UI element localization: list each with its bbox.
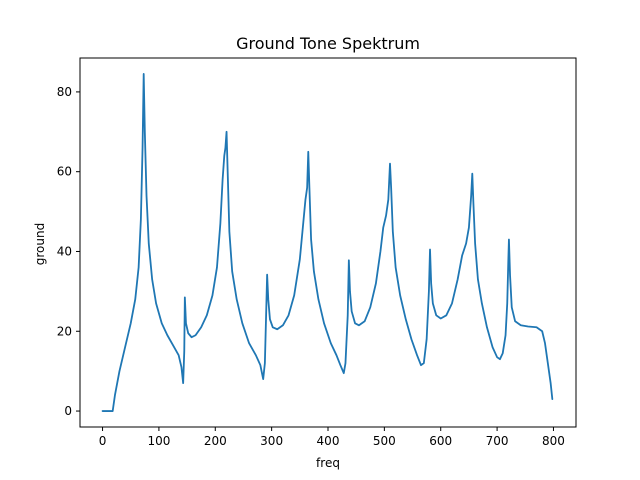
x-tick-label: 500: [373, 434, 396, 448]
x-axis-label: freq: [316, 456, 340, 470]
x-tick-label: 600: [429, 434, 452, 448]
y-tick-label: 20: [57, 324, 72, 338]
y-axis-label: ground: [33, 223, 47, 265]
x-axis-ticks: 0 100 200 300 400 500 600 700 800: [99, 427, 565, 448]
x-tick-label: 0: [99, 434, 107, 448]
x-tick-label: 700: [486, 434, 509, 448]
y-tick-label: 60: [57, 165, 72, 179]
x-tick-label: 800: [542, 434, 565, 448]
x-tick-label: 300: [260, 434, 283, 448]
chart-title: Ground Tone Spektrum: [236, 34, 420, 53]
plot-frame: [79, 57, 577, 428]
x-tick-label: 100: [147, 434, 170, 448]
y-axis-ticks: 0 20 40 60 80: [57, 85, 80, 418]
series-line-0: [101, 73, 554, 412]
plot-area: [79, 57, 577, 428]
x-tick-label: 200: [204, 434, 227, 448]
y-tick-label: 80: [57, 85, 72, 99]
y-tick-label: 0: [64, 404, 72, 418]
x-tick-label: 400: [317, 434, 340, 448]
y-tick-label: 40: [57, 244, 72, 258]
